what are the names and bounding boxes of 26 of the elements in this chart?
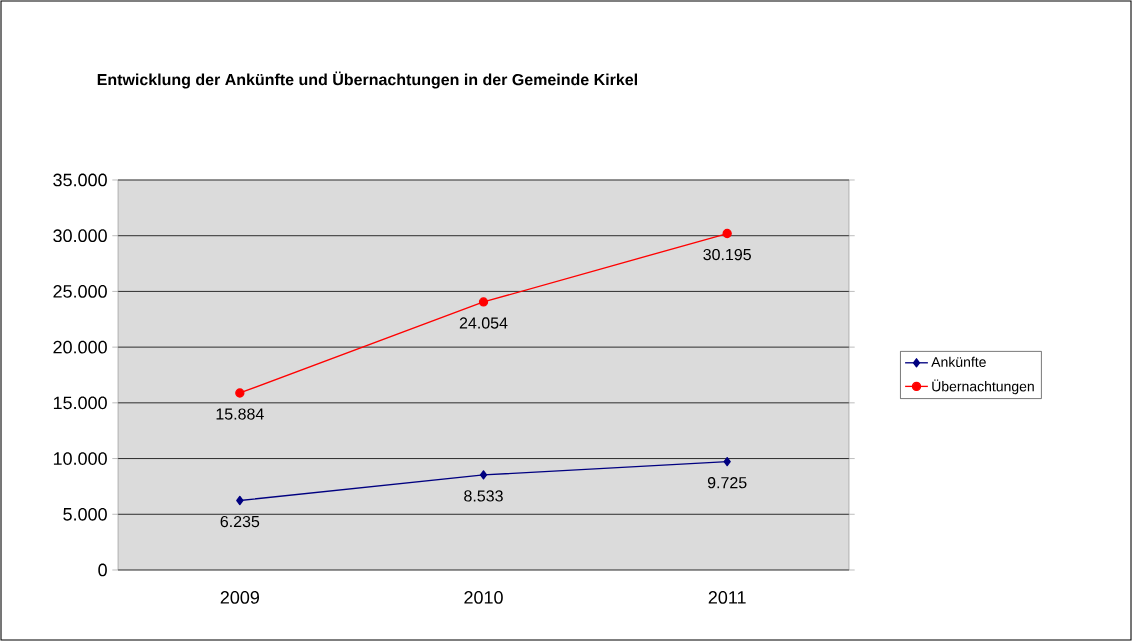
x-tick-label: 2009 — [220, 591, 259, 604]
point — [478, 297, 489, 307]
y-tick-label: 10.000 — [53, 452, 107, 465]
data-label: 9.725 — [707, 477, 747, 489]
x-tick-label: 2011 — [708, 591, 746, 604]
point — [722, 228, 732, 239]
point — [479, 470, 488, 480]
y-tick-label: 35.000 — [53, 173, 107, 187]
data-label: 24.054 — [459, 317, 508, 329]
y-tick-label: 5.000 — [63, 507, 107, 521]
data-label: 6.235 — [220, 515, 260, 528]
y-tick-label: 20.000 — [53, 340, 107, 354]
data-label: 8.533 — [464, 490, 503, 502]
data-label: 30.195 — [703, 248, 751, 261]
y-tick-label: 25.000 — [53, 285, 107, 298]
point — [236, 495, 244, 506]
y-tick-label: 0 — [98, 563, 107, 577]
point — [723, 456, 731, 467]
y-tick-label: 15.000 — [53, 396, 107, 410]
legend-label: Übernachtungen — [932, 379, 1034, 395]
y-tick-label: 30.000 — [53, 229, 107, 243]
point — [235, 388, 245, 398]
data-label: 15.884 — [216, 408, 264, 420]
x-tick-label: 2010 — [464, 591, 503, 604]
chart-title: Entwicklung der Ankünfte und Übernachtungen in der Gemeinde Kirkel — [97, 71, 637, 89]
legend-label: Ankünfte — [931, 356, 986, 368]
